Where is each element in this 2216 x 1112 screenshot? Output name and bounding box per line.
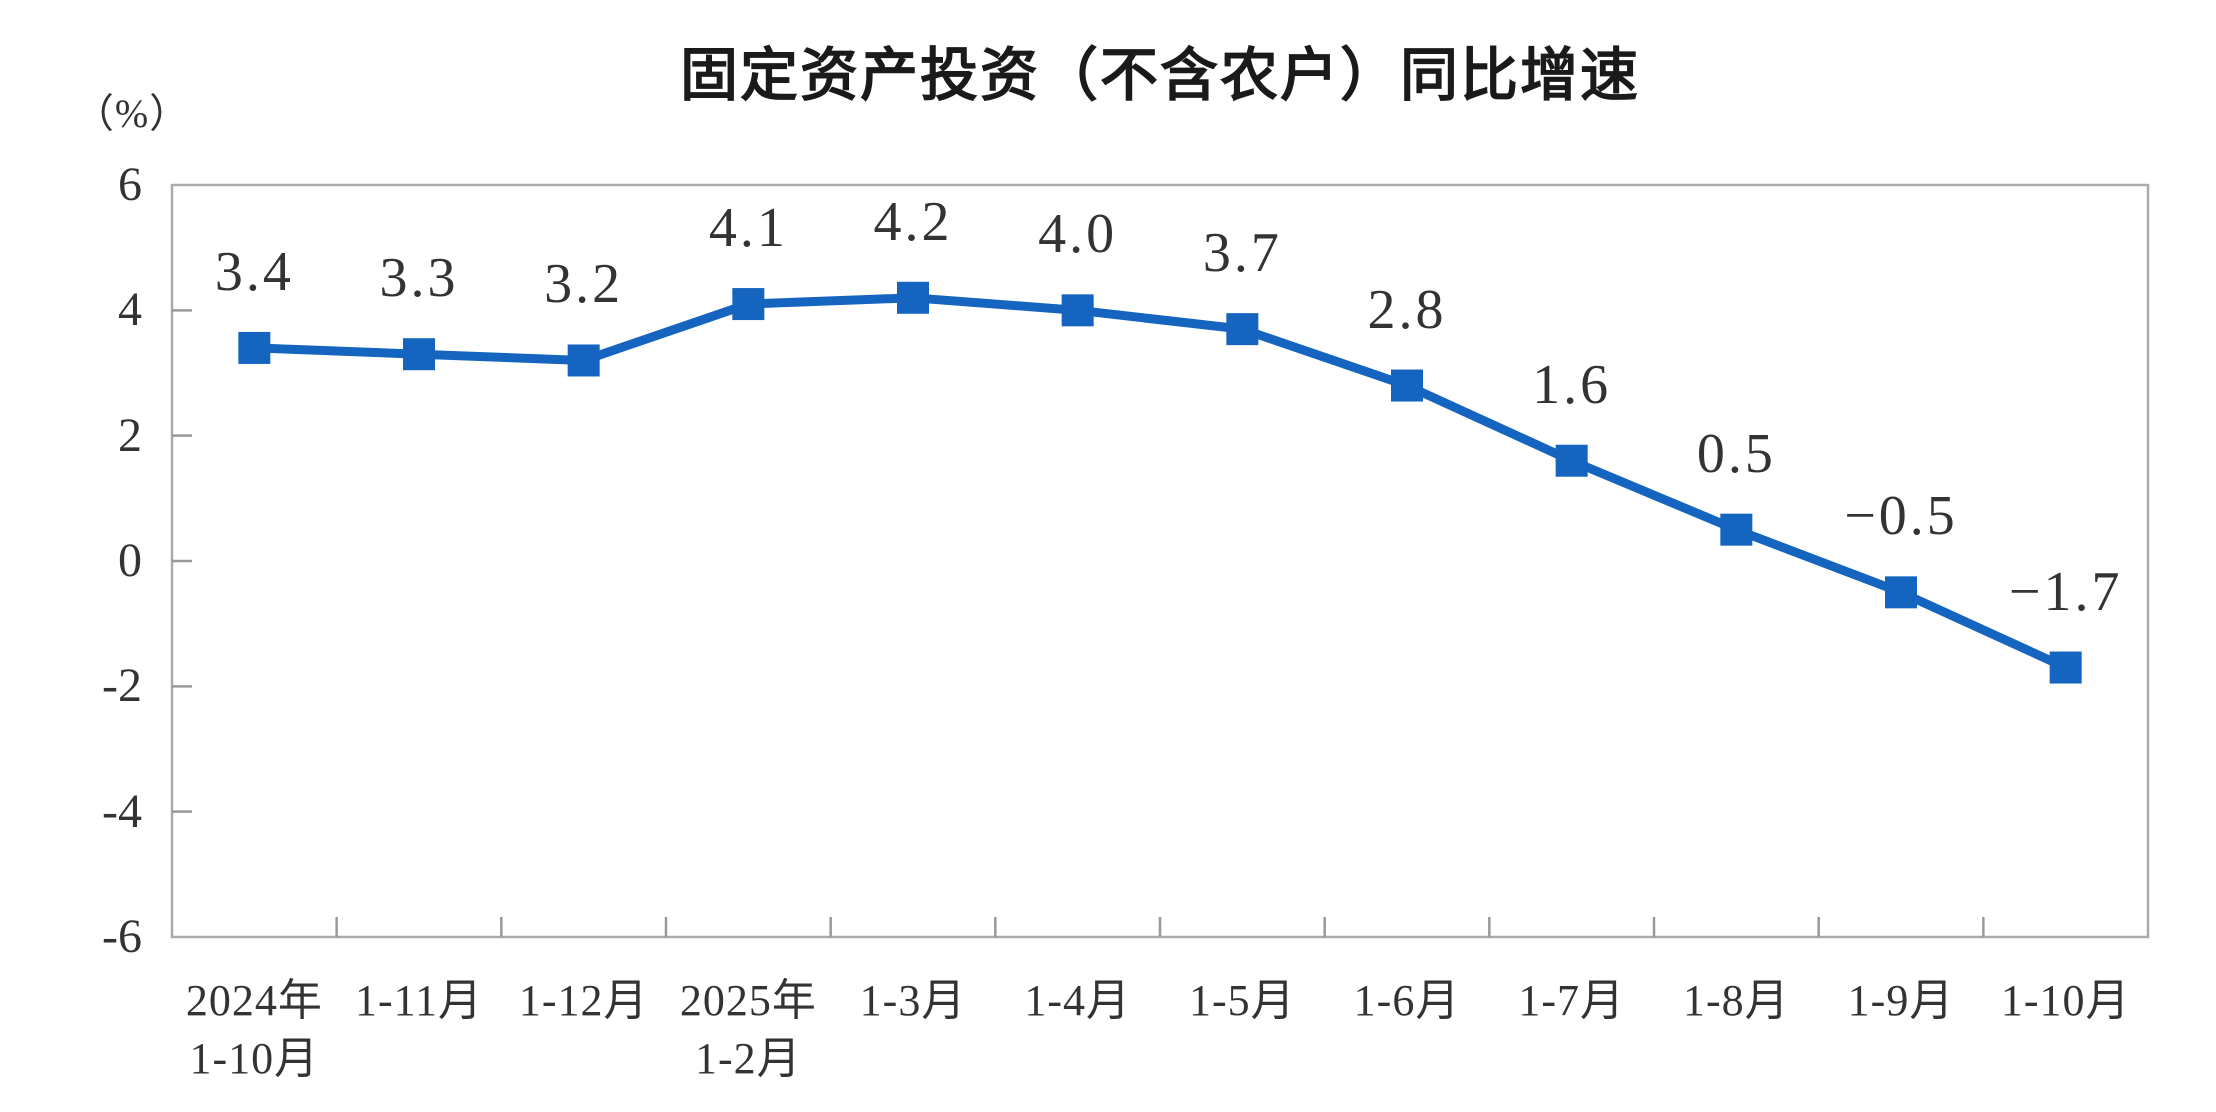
- data-point-marker: [1226, 313, 1259, 346]
- data-value-label: 3.3: [379, 247, 459, 310]
- y-axis-unit-label: （%）: [73, 91, 191, 136]
- data-value-label: 1.6: [1532, 353, 1612, 416]
- plot-border: [170, 183, 2150, 939]
- y-tick-label: 2: [118, 408, 142, 462]
- x-category-label: 1-5月: [1189, 976, 1296, 1025]
- x-category-label: 1-7月: [1518, 976, 1625, 1025]
- y-tick-label: -4: [102, 784, 142, 838]
- series-line: [249, 293, 2071, 673]
- data-point-marker: [2049, 651, 2082, 684]
- y-tick-label: 0: [118, 534, 142, 587]
- data-point-marker: [1061, 294, 1094, 327]
- data-point-marker: [567, 344, 600, 377]
- data-point-marker: [1720, 513, 1753, 546]
- data-value-label: 3.4: [214, 240, 294, 303]
- data-value-label: 3.7: [1202, 222, 1282, 285]
- data-value-label: 4.1: [708, 197, 788, 260]
- data-value-label: 4.0: [1038, 203, 1118, 266]
- y-tick-label: -2: [102, 659, 142, 713]
- x-category-label: 1-4月: [1024, 976, 1131, 1025]
- data-point-marker: [1391, 369, 1423, 402]
- y-tick-label: 4: [118, 283, 142, 337]
- data-value-label: 0.5: [1696, 422, 1776, 485]
- x-category-label: 1-3月: [859, 976, 967, 1025]
- x-category-label: 1-6月: [1353, 976, 1461, 1025]
- data-value-label: 3.2: [544, 253, 624, 316]
- data-value-label: −1.7: [2008, 560, 2123, 623]
- y-tick-label: -6: [102, 910, 142, 963]
- y-tick-label: 6: [118, 158, 142, 211]
- data-point-marker: [403, 338, 435, 371]
- data-value-label: 4.2: [873, 190, 953, 253]
- chart-title: 固定资产投资（不含农户）同比增速: [679, 43, 1640, 108]
- x-category-label: 1-8月: [1683, 976, 1790, 1025]
- x-category-label: 2025年 1-2月: [679, 976, 817, 1083]
- data-point-marker: [1555, 444, 1588, 477]
- data-point-marker: [732, 288, 765, 321]
- data-point-marker: [1885, 576, 1917, 609]
- x-category-label: 1-12月: [518, 976, 649, 1025]
- data-value-label: −0.5: [1844, 485, 1958, 548]
- data-point-marker: [897, 281, 929, 314]
- x-category-label: 1-11月: [354, 976, 484, 1025]
- x-category-label: 2024年 1-10月: [185, 976, 323, 1083]
- data-value-label: 2.8: [1367, 278, 1447, 341]
- data-point-marker: [238, 331, 271, 364]
- x-category-label: 1-9月: [1847, 976, 1955, 1025]
- x-category-label: 1-10月: [2000, 976, 2131, 1025]
